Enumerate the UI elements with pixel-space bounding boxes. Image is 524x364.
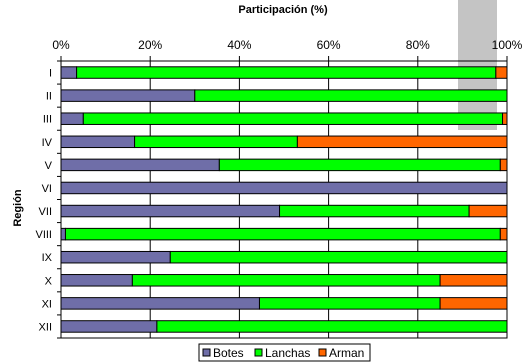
- chart-title: Participación (%): [238, 4, 328, 16]
- y-tick-label: V: [45, 160, 53, 172]
- bar-botes-vi: [60, 181, 508, 195]
- bar-botes-xi: [60, 297, 260, 310]
- bar-arman-iii: [502, 112, 508, 125]
- bar-arman-vii: [468, 204, 508, 218]
- bar-botes-i: [60, 66, 78, 79]
- bar-botes-iii: [60, 112, 84, 125]
- bar-lanchas-xii: [156, 320, 508, 333]
- bar-arman-xi: [439, 297, 508, 310]
- x-tick-label: 100%: [492, 38, 523, 52]
- y-tick-label: XI: [42, 298, 52, 310]
- bar-lanchas-vii: [279, 204, 470, 218]
- bar-lanchas-iv: [134, 135, 298, 149]
- y-tick-label: II: [46, 91, 52, 103]
- y-tick-label: IX: [42, 252, 53, 264]
- bar-botes-v: [60, 158, 220, 172]
- bar-lanchas-ii: [194, 89, 508, 102]
- bar-botes-viii: [60, 227, 66, 241]
- bar-lanchas-i: [76, 66, 497, 79]
- bar-lanchas-ix: [169, 250, 508, 264]
- bar-arman-viii: [499, 227, 508, 241]
- legend-label-lanchas: Lanchas: [265, 346, 310, 360]
- legend-swatch-arman: [318, 348, 327, 357]
- y-tick-label: VII: [39, 206, 52, 218]
- bar-botes-ix: [60, 250, 171, 264]
- legend-label-arman: Arman: [329, 346, 364, 360]
- bar-botes-vii: [60, 204, 281, 218]
- y-tick-label: IV: [42, 137, 53, 149]
- bar-lanchas-viii: [64, 227, 501, 241]
- legend-label-botes: Botes: [213, 346, 244, 360]
- y-tick-label: I: [49, 68, 52, 80]
- legend-swatch-lanchas: [254, 348, 263, 357]
- y-tick-label: VIII: [35, 229, 52, 241]
- bar-botes-iv: [60, 135, 136, 149]
- bar-lanchas-x: [131, 274, 441, 287]
- x-tick-label: 20%: [138, 38, 162, 52]
- y-tick-label: X: [45, 275, 53, 287]
- bar-lanchas-iii: [82, 112, 504, 125]
- bar-botes-xii: [60, 320, 158, 333]
- bar-arman-v: [499, 158, 508, 172]
- bar-arman-iv: [296, 135, 508, 149]
- legend-swatch-botes: [202, 348, 211, 357]
- bar-lanchas-xi: [258, 297, 441, 310]
- y-tick-label: III: [43, 114, 52, 126]
- y-tick-label: XII: [39, 321, 52, 333]
- axes: [57, 56, 508, 339]
- bar-arman-i: [495, 66, 508, 79]
- y-axis-label: Región: [12, 189, 24, 227]
- bar-lanchas-v: [218, 158, 501, 172]
- bar-arman-x: [439, 274, 508, 287]
- legend: Botes Lanchas Arman: [198, 343, 371, 362]
- bar-botes-ii: [60, 89, 196, 102]
- x-tick-label: 0%: [52, 38, 70, 52]
- x-tick-label: 40%: [227, 38, 251, 52]
- x-tick-label: 60%: [317, 38, 341, 52]
- bar-botes-x: [60, 274, 133, 287]
- x-tick-label: 80%: [406, 38, 430, 52]
- x-tick-labels: 0% 20% 40% 60% 80% 100%: [52, 38, 522, 52]
- decorative-ribbon: [458, 0, 497, 130]
- legend-box: [198, 343, 371, 362]
- y-tick-label: VI: [42, 183, 52, 195]
